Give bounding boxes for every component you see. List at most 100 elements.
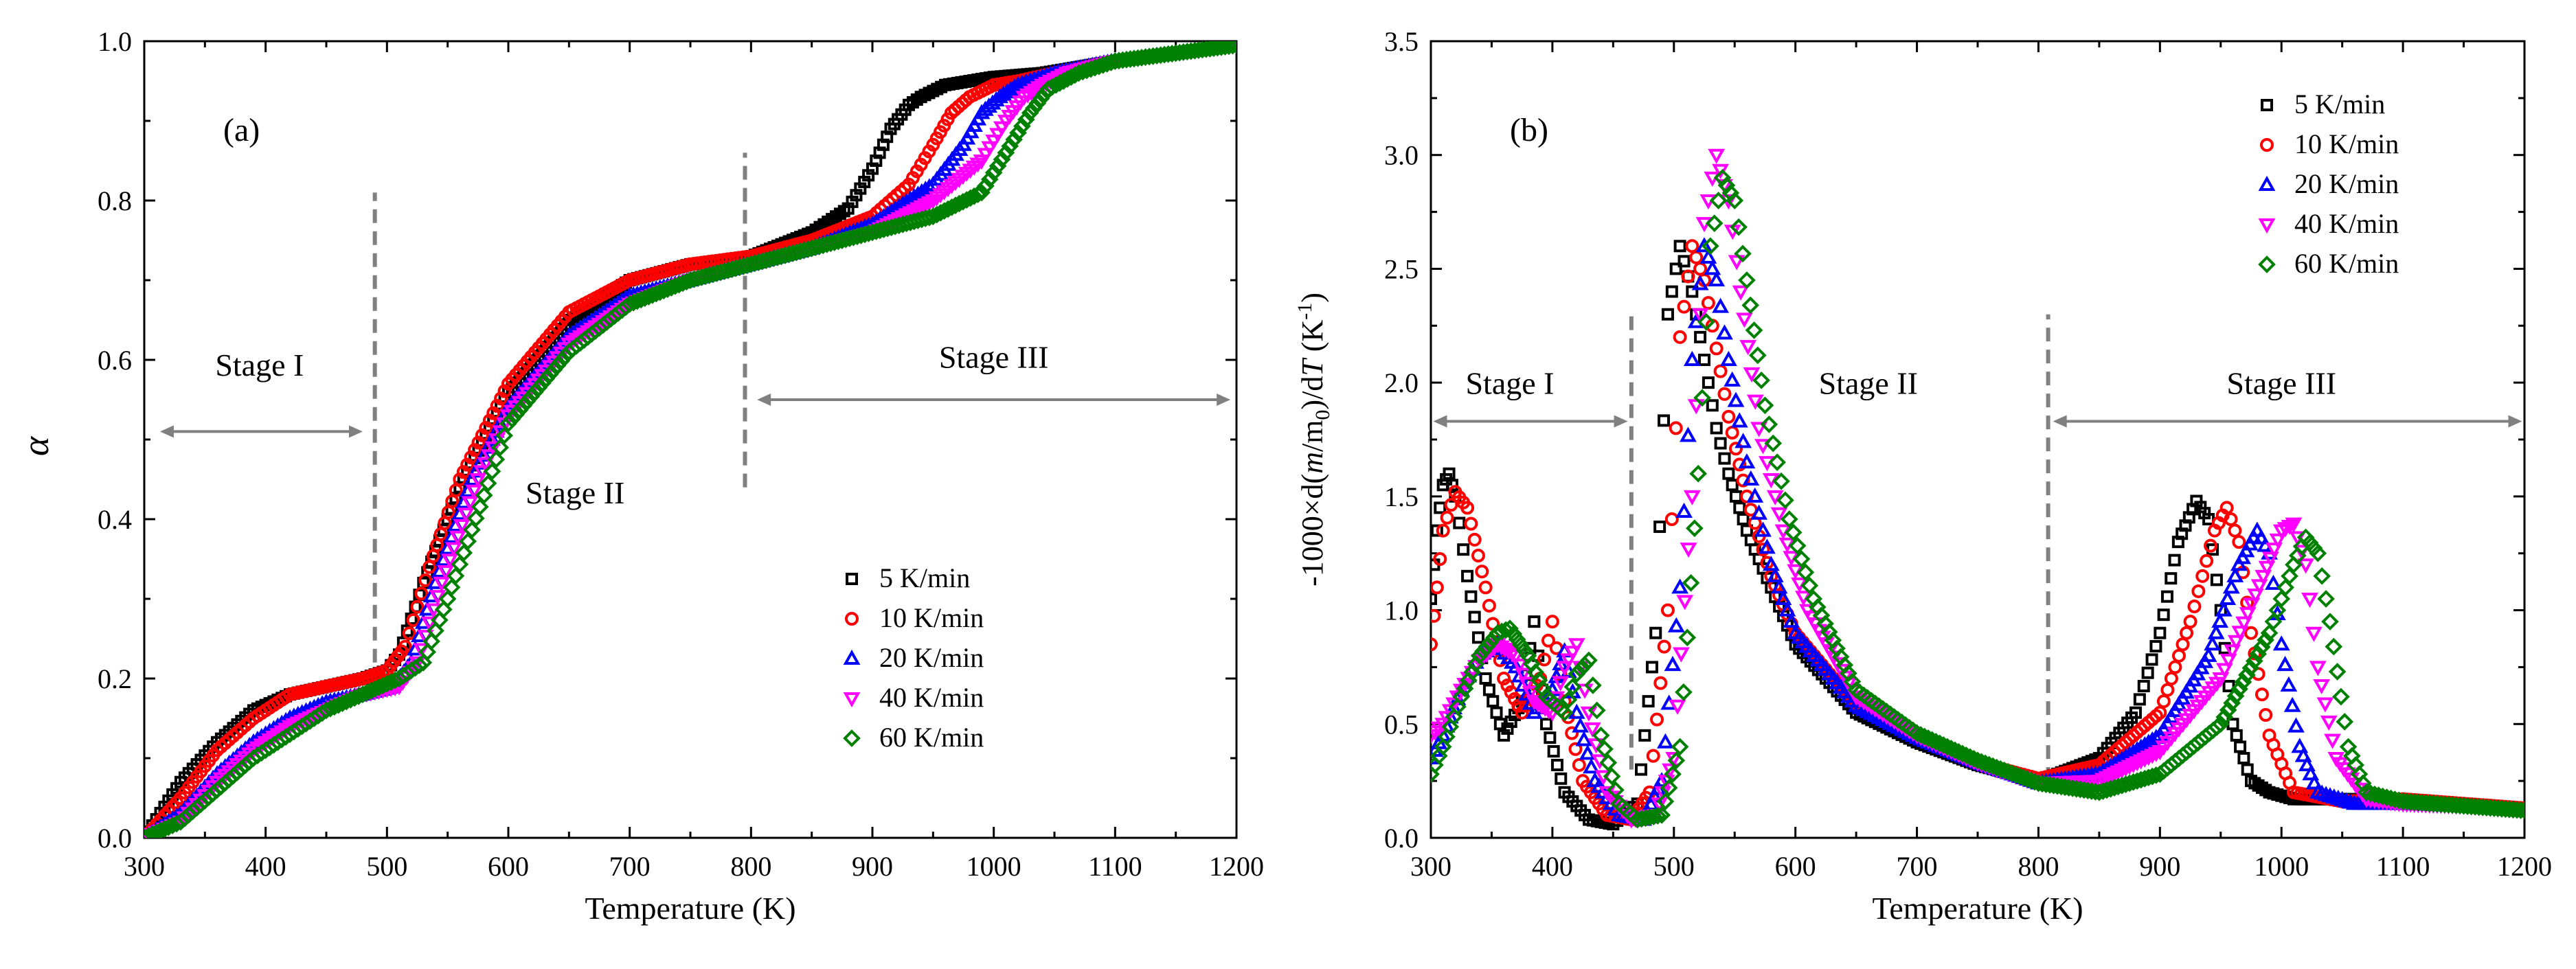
data-point [1756, 396, 1774, 415]
data-point [1471, 631, 1484, 644]
data-point [1645, 661, 1658, 674]
data-point [1436, 523, 1450, 538]
data-point [479, 438, 497, 454]
x-tick-label: 700 [609, 851, 651, 882]
data-point [1734, 244, 1752, 263]
data-point [1504, 647, 1521, 663]
data-point [378, 674, 396, 693]
data-point [451, 555, 469, 573]
data-point [1667, 617, 1685, 632]
data-point [1515, 668, 1532, 683]
data-point [920, 208, 938, 227]
data-point [1596, 740, 1614, 758]
data-point [477, 457, 495, 472]
data-point [1642, 695, 1655, 708]
data-point [533, 374, 552, 392]
data-point [1735, 312, 1753, 328]
data-point [1682, 573, 1700, 592]
data-point [325, 698, 343, 716]
data-point [418, 573, 433, 587]
data-point [2281, 567, 2298, 585]
data-point [2247, 588, 2264, 604]
data-point [2259, 708, 2273, 722]
data-point [1465, 590, 1478, 603]
data-point [1588, 701, 1606, 720]
data-point [151, 821, 170, 838]
data-point [1697, 312, 1715, 331]
data-point [1453, 516, 1466, 529]
data-point [1691, 275, 1709, 290]
y-axis-label-part: m [1296, 452, 1329, 474]
data-point [2250, 579, 2268, 595]
data-point [1467, 532, 1482, 547]
data-point [2255, 687, 2269, 702]
legend-label: 5 K/min [879, 562, 970, 593]
data-point [2258, 560, 2276, 576]
data-point [1780, 510, 1798, 528]
data-point [1660, 779, 1678, 797]
data-point [2272, 590, 2291, 608]
data-point [2244, 626, 2258, 640]
data-point [361, 682, 380, 700]
y-axis-label-part: /m [1296, 420, 1329, 452]
data-point [1733, 501, 1746, 514]
data-point [1669, 262, 1682, 275]
data-point [1754, 439, 1772, 455]
data-point [1656, 733, 1674, 749]
data-point [2160, 683, 2175, 697]
y-tick-label: 0.0 [1384, 823, 1419, 854]
data-point [1758, 538, 1776, 554]
data-point [159, 818, 178, 836]
data-point [418, 643, 437, 661]
data-point [628, 292, 646, 310]
data-point [2232, 535, 2246, 549]
data-point [382, 673, 400, 691]
data-point [459, 532, 477, 551]
data-point [431, 611, 449, 629]
data-point [2230, 729, 2243, 742]
data-point [2239, 607, 2257, 623]
data-point [635, 289, 654, 307]
data-point [2313, 567, 2331, 585]
data-point [1728, 442, 1743, 456]
data-point [1074, 62, 1092, 81]
data-point [1709, 341, 1724, 356]
data-point [1778, 601, 1796, 617]
data-point [2164, 672, 2178, 685]
data-point [1783, 613, 1800, 628]
data-point [495, 426, 513, 445]
x-tick-label: 1200 [1209, 851, 1264, 882]
plot-frame [1430, 40, 2526, 839]
data-point [1736, 473, 1750, 488]
data-point [2227, 635, 2245, 650]
data-point [1725, 426, 1739, 440]
data-point [1547, 745, 1560, 758]
data-point [1704, 260, 1721, 275]
data-point [1667, 751, 1686, 770]
legend-label: 40 K/min [2294, 208, 2399, 239]
series-60-K-min [144, 41, 1236, 838]
data-point [329, 696, 348, 714]
data-point [1722, 467, 1735, 480]
data-point [1776, 491, 1794, 510]
data-point [503, 410, 521, 429]
data-point [2237, 752, 2250, 764]
data-point [354, 685, 372, 704]
data-point [1481, 633, 1500, 651]
series-40-K-min [144, 41, 1236, 838]
legend-label: 60 K/min [879, 722, 984, 753]
data-point [1675, 502, 1693, 518]
data-point [1708, 148, 1726, 164]
data-point [973, 183, 991, 202]
data-point [2248, 521, 2266, 537]
data-point [1592, 727, 1610, 744]
stage-arrow-head-left [2053, 415, 2067, 428]
data-point [1013, 117, 1031, 135]
data-point [507, 405, 525, 424]
data-point [1568, 742, 1583, 756]
data-point [487, 451, 506, 468]
data-point [1434, 501, 1447, 514]
series-20-K-min [1431, 237, 2524, 826]
data-point [1726, 479, 1739, 492]
data-point [1575, 731, 1593, 746]
